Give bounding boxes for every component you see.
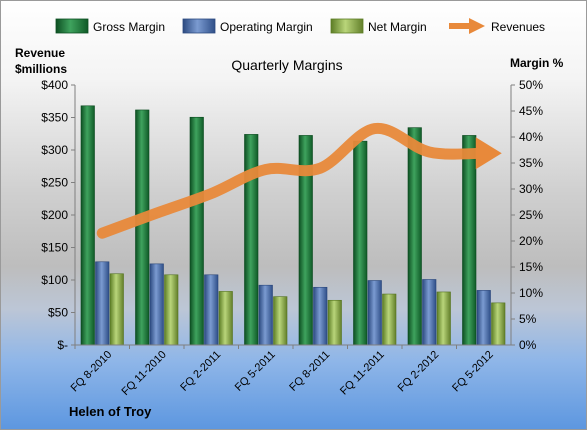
bar-operating-margin	[367, 280, 382, 346]
left-axis: $- $50 $100 $150 $200 $250 $300 $350 $400	[41, 78, 76, 352]
left-axis-tick-label: $-	[57, 338, 68, 352]
legend-swatch-net-margin	[330, 18, 364, 34]
right-axis-tick-label: 50%	[519, 78, 543, 92]
revenues-arrow-head	[475, 137, 502, 170]
legend-arrow-revenues	[449, 18, 485, 34]
bar-net-margin	[273, 296, 288, 346]
legend: Gross Margin Operating Margin Net Margin…	[55, 18, 545, 34]
bar-gross-margin	[244, 134, 259, 346]
x-axis-tick-label: FQ 11-2011	[338, 349, 387, 398]
legend-swatch-gross-margin	[55, 18, 89, 34]
right-axis-tick-label: 20%	[519, 234, 543, 248]
bar-net-margin	[382, 293, 397, 346]
left-axis-tick-label: $300	[41, 143, 68, 157]
right-axis-tick-label: 10%	[519, 286, 543, 300]
bar-gross-margin	[353, 140, 368, 346]
bar-net-margin	[436, 291, 451, 346]
x-axis-tick-label: FQ 2-2011	[178, 349, 223, 394]
bar-operating-margin	[313, 286, 328, 346]
legend-label-operating-margin: Operating Margin	[220, 20, 313, 34]
bar-gross-margin	[135, 109, 150, 346]
legend-label-revenues: Revenues	[491, 20, 545, 34]
bar-gross-margin	[189, 116, 204, 346]
left-axis-tick-label: $200	[41, 208, 68, 222]
left-axis-tick-label: $100	[41, 273, 68, 287]
right-axis: 0% 5% 10% 15% 20% 25% 30% 35% 40% 45% 50%	[510, 78, 543, 352]
bar-gross-margin	[462, 135, 477, 346]
right-axis-tick-label: 25%	[519, 208, 543, 222]
left-axis-tick-label: $50	[48, 306, 68, 320]
bar-gross-margin	[80, 105, 95, 346]
right-axis-tick-label: 45%	[519, 104, 543, 118]
x-axis: FQ 8-2010 FQ 11-2010 FQ 2-2011 FQ 5-2011 FQ …	[69, 344, 511, 398]
right-axis-tick-label: 30%	[519, 182, 543, 196]
bar-net-margin	[218, 291, 233, 346]
footer-company-name: Helen of Troy	[69, 404, 152, 419]
bar-net-margin	[491, 302, 506, 346]
x-axis-tick-label: FQ 8-2010	[69, 349, 115, 395]
left-axis-tick-label: $400	[41, 78, 68, 92]
x-axis-tick-label: FQ 11-2010	[119, 349, 168, 398]
left-axis-title-line2: $millions	[15, 62, 67, 76]
right-axis-tick-label: 40%	[519, 130, 543, 144]
right-axis-tick-label: 0%	[519, 338, 537, 352]
bar-net-margin	[109, 273, 124, 346]
bar-operating-margin	[476, 290, 491, 346]
left-axis-tick-label: $150	[41, 241, 68, 255]
bar-gross-margin	[407, 127, 422, 346]
left-axis-title-line1: Revenue	[15, 46, 65, 60]
bar-net-margin	[327, 299, 342, 346]
bar-operating-margin	[149, 263, 164, 346]
right-axis-tick-label: 15%	[519, 260, 543, 274]
right-axis-tick-label: 5%	[519, 312, 537, 326]
bar-operating-margin	[204, 274, 219, 346]
x-axis-tick-label: FQ 2-2012	[396, 349, 442, 395]
legend-label-net-margin: Net Margin	[368, 20, 427, 34]
chart-title: Quarterly Margins	[231, 57, 342, 73]
plot-area	[80, 105, 506, 346]
bar-operating-margin	[95, 261, 110, 346]
bar-operating-margin	[422, 279, 437, 346]
right-axis-title: Margin %	[510, 56, 564, 70]
bar-operating-margin	[258, 284, 273, 346]
revenues-line	[96, 123, 490, 239]
left-axis-tick-label: $250	[41, 176, 68, 190]
x-axis-tick-label: FQ 5-2011	[233, 349, 278, 394]
right-axis-tick-label: 35%	[519, 156, 543, 170]
legend-label-gross-margin: Gross Margin	[93, 20, 165, 34]
left-axis-tick-label: $350	[41, 111, 68, 125]
x-axis-tick-label: FQ 8-2011	[287, 349, 332, 394]
legend-swatch-operating-margin	[182, 18, 216, 34]
bar-net-margin	[164, 274, 179, 346]
x-axis-tick-label: FQ 5-2012	[450, 349, 496, 395]
